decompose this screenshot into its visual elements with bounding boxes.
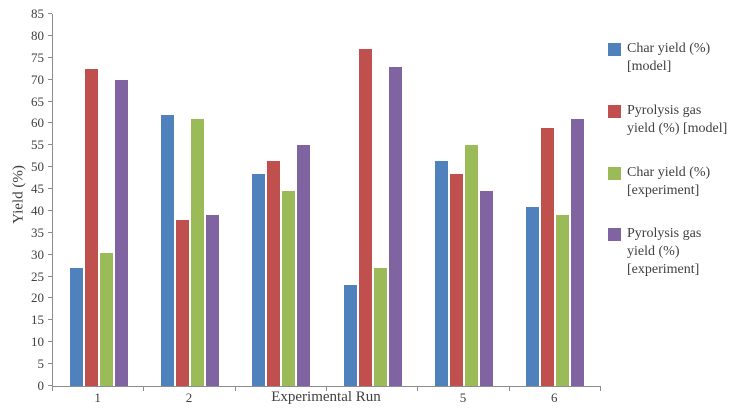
y-tick-label: 25 <box>31 268 44 284</box>
y-tick-mark <box>48 166 52 168</box>
bar <box>205 215 219 386</box>
y-tick-mark <box>48 122 52 124</box>
y-tick-mark <box>48 275 52 277</box>
y-tick-label: 75 <box>31 49 44 65</box>
bar <box>99 252 113 386</box>
bar <box>479 191 493 386</box>
x-tick-mark <box>508 387 510 391</box>
y-tick-mark <box>48 13 52 14</box>
y-axis-tick-labels: 0 5 10 15 20 25 30 35 40 45 50 55 60 65 70 75 80 85 <box>0 6 45 393</box>
bar <box>282 191 296 386</box>
y-tick-label: 20 <box>31 290 44 306</box>
legend-label: Char yield (%) [experiment] <box>627 164 711 198</box>
bar-group-5 <box>418 14 509 386</box>
bar <box>267 160 281 386</box>
bar <box>160 114 174 386</box>
bar <box>69 267 83 386</box>
y-tick-mark <box>48 34 52 36</box>
x-tick-mark <box>600 387 601 391</box>
bar <box>252 173 266 386</box>
y-tick-mark <box>48 297 52 299</box>
legend: Char yield (%) [model] Pyrolysis gas yiel… <box>608 40 740 279</box>
x-tick-label: 5 <box>459 390 467 405</box>
y-tick-mark <box>48 209 52 211</box>
y-tick-label: 80 <box>31 27 44 43</box>
x-tick-label: 6 <box>551 390 558 405</box>
x-tick-mark <box>417 387 419 391</box>
x-tick-label: 2 <box>185 390 193 405</box>
bar <box>84 68 98 386</box>
y-tick-mark <box>48 56 52 58</box>
legend-swatch <box>608 43 621 56</box>
bar <box>388 66 402 386</box>
x-tick-label: 1 <box>94 390 101 405</box>
y-tick-label: 70 <box>31 71 44 87</box>
y-tick-mark <box>48 231 52 233</box>
bar <box>464 145 478 386</box>
bar-group-6 <box>510 14 601 386</box>
y-tick-mark <box>48 100 52 102</box>
legend-item: Pyrolysis gas yield (%) [experiment] <box>608 225 740 279</box>
x-tick-mark <box>326 387 327 391</box>
bar <box>175 219 189 386</box>
y-tick-label: 5 <box>37 356 45 372</box>
x-tick-mark <box>234 387 236 391</box>
bar <box>190 119 204 386</box>
legend-swatch <box>608 228 621 242</box>
x-axis-tick-labels: 1 2 5 6 <box>52 390 600 406</box>
plot-area <box>48 13 601 391</box>
y-tick-mark <box>48 363 52 365</box>
y-tick-mark <box>48 341 52 343</box>
bar <box>358 49 372 386</box>
y-tick-mark <box>48 188 52 190</box>
legend-label: Pyrolysis gas yield (%) [model] <box>627 102 728 136</box>
x-tick-label <box>326 390 417 406</box>
y-tick-mark <box>48 319 52 321</box>
legend-swatch <box>608 166 621 180</box>
bar <box>449 173 463 386</box>
bar <box>373 267 387 386</box>
y-tick-label: 85 <box>31 6 44 21</box>
bar-group-4 <box>327 14 418 386</box>
bar <box>556 215 570 386</box>
legend-item: Char yield (%) [model] <box>608 40 740 76</box>
y-tick-label: 60 <box>31 115 44 131</box>
bar <box>434 160 448 386</box>
y-tick-label: 35 <box>31 224 44 240</box>
y-tick-label: 65 <box>31 93 44 109</box>
legend-label: Char yield (%) [model] <box>627 41 711 74</box>
y-tick-label: 30 <box>31 246 44 262</box>
bar-group-1 <box>53 14 144 386</box>
bar-group-2 <box>144 14 235 386</box>
x-tick-label <box>235 390 326 406</box>
bar <box>343 285 357 386</box>
bar <box>541 127 555 386</box>
y-tick-label: 55 <box>31 137 44 153</box>
y-tick-mark <box>48 144 52 146</box>
legend-label: Pyrolysis gas yield (%) [experiment] <box>627 226 702 278</box>
y-tick-label: 40 <box>31 202 44 218</box>
bar <box>571 119 585 386</box>
legend-item: Char yield (%) [experiment] <box>608 164 740 200</box>
bar <box>297 145 311 386</box>
y-tick-label: 45 <box>31 181 44 197</box>
y-tick-label: 50 <box>31 159 44 175</box>
legend-item: Pyrolysis gas yield (%) [model] <box>608 102 740 138</box>
y-tick-mark <box>48 78 52 80</box>
bar <box>526 206 540 386</box>
bar-group-3 <box>236 14 327 386</box>
y-tick-mark <box>48 253 52 255</box>
y-tick-label: 15 <box>31 312 44 328</box>
y-tick-label: 0 <box>37 378 45 393</box>
x-tick-mark <box>52 387 53 391</box>
y-tick-mark <box>48 385 52 386</box>
y-tick-label: 10 <box>31 334 44 350</box>
legend-swatch <box>608 104 621 118</box>
x-tick-mark <box>143 387 145 391</box>
bar <box>114 79 128 386</box>
